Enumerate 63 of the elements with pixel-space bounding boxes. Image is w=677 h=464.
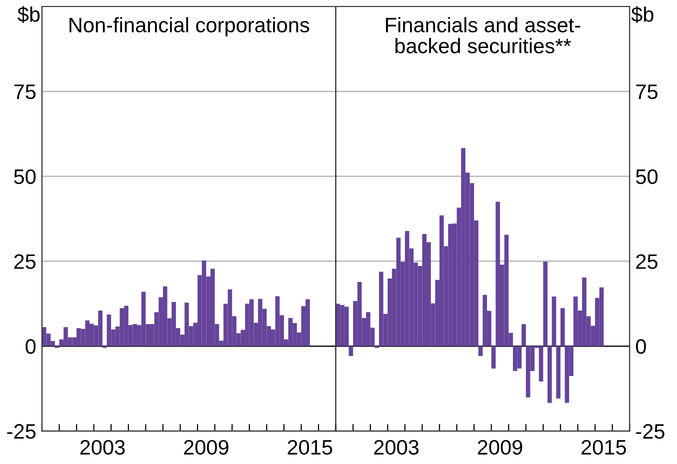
bar bbox=[396, 238, 401, 346]
y-tick-label: 50 bbox=[14, 169, 36, 184]
bar bbox=[560, 308, 565, 346]
bar bbox=[228, 289, 232, 346]
text: Financials and asset- backed securities** bbox=[386, 17, 580, 54]
bar bbox=[141, 292, 146, 346]
bar bbox=[439, 215, 444, 346]
bar bbox=[162, 286, 168, 346]
bar bbox=[202, 260, 206, 346]
bar bbox=[85, 320, 90, 346]
bar bbox=[98, 310, 102, 346]
bar bbox=[422, 234, 427, 346]
bar bbox=[249, 299, 254, 346]
y-tick-label: -25 bbox=[636, 424, 664, 439]
bar bbox=[357, 282, 362, 346]
bar bbox=[172, 302, 176, 346]
bar bbox=[538, 346, 544, 382]
bar bbox=[404, 231, 410, 346]
y-axis-title: $b bbox=[18, 6, 40, 24]
bar bbox=[548, 346, 552, 403]
y-tick-label: 25 bbox=[14, 254, 36, 269]
bar bbox=[552, 296, 556, 346]
bar bbox=[512, 346, 518, 371]
y-tick-label: 75 bbox=[636, 84, 658, 100]
bar bbox=[288, 318, 293, 346]
bar bbox=[478, 346, 483, 356]
bar bbox=[543, 262, 548, 346]
y-tick-label: 0 bbox=[636, 339, 646, 354]
x-tick-label: 2015 bbox=[582, 440, 626, 455]
y-tick-label: 0 bbox=[26, 339, 36, 354]
bar bbox=[482, 294, 488, 346]
bar bbox=[120, 308, 124, 346]
bar bbox=[504, 234, 509, 346]
bar bbox=[599, 287, 604, 346]
bar bbox=[64, 327, 68, 346]
x-tick-label: 2003 bbox=[374, 440, 419, 455]
bar bbox=[526, 346, 530, 398]
bar bbox=[106, 314, 112, 346]
bar bbox=[275, 296, 280, 346]
bar bbox=[522, 324, 526, 346]
bar bbox=[517, 346, 522, 369]
x-tick-label: 2009 bbox=[478, 440, 522, 455]
bar bbox=[564, 346, 570, 403]
x-tick-label: 2015 bbox=[288, 440, 332, 455]
x-tick-label: 2003 bbox=[80, 440, 125, 455]
chart-title: Non-financial corporations bbox=[70, 17, 310, 37]
y-tick-label: 50 bbox=[636, 169, 658, 184]
bar bbox=[210, 268, 215, 346]
y-tick-label: 75 bbox=[14, 84, 36, 100]
bar bbox=[379, 272, 384, 346]
bar bbox=[461, 148, 466, 346]
y-axis-title: $b bbox=[631, 6, 654, 24]
y-tick-label: 25 bbox=[636, 254, 658, 269]
bar bbox=[556, 346, 560, 398]
bar bbox=[582, 278, 586, 346]
bar bbox=[42, 327, 46, 346]
bar bbox=[344, 306, 349, 346]
x-tick-label: 2009 bbox=[184, 440, 228, 455]
bar bbox=[573, 296, 578, 346]
bar bbox=[132, 324, 138, 346]
bar bbox=[348, 346, 354, 356]
bar bbox=[491, 346, 496, 369]
y-tick-label: -25 bbox=[7, 424, 36, 439]
